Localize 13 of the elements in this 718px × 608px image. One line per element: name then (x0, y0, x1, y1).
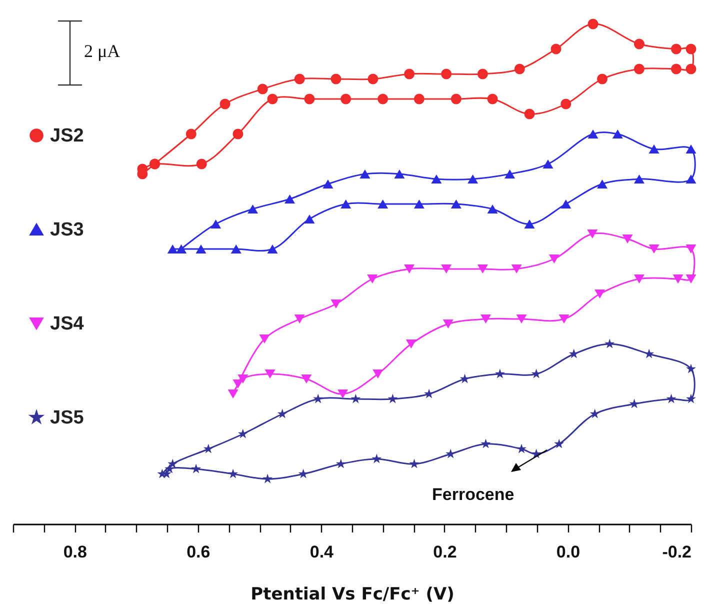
x-tick-label: -0.2 (662, 542, 692, 562)
legend-label: JS3 (50, 220, 84, 240)
x-tick-label: 0.2 (433, 542, 457, 562)
annotation: Ferrocene (432, 485, 514, 505)
annotation: 2 μA (84, 41, 120, 62)
x-tick-label: 0.4 (310, 542, 334, 562)
x-tick-label: 0.0 (556, 542, 580, 562)
x-tick-label: 0.8 (63, 542, 87, 562)
x-tick-label: 0.6 (186, 542, 210, 562)
x-axis-title: Ptential Vs Fc/Fc⁺ (V) (250, 584, 454, 604)
legend-label: JS5 (50, 408, 84, 428)
legend-label: JS2 (50, 126, 84, 146)
legend-label: JS4 (50, 314, 84, 334)
